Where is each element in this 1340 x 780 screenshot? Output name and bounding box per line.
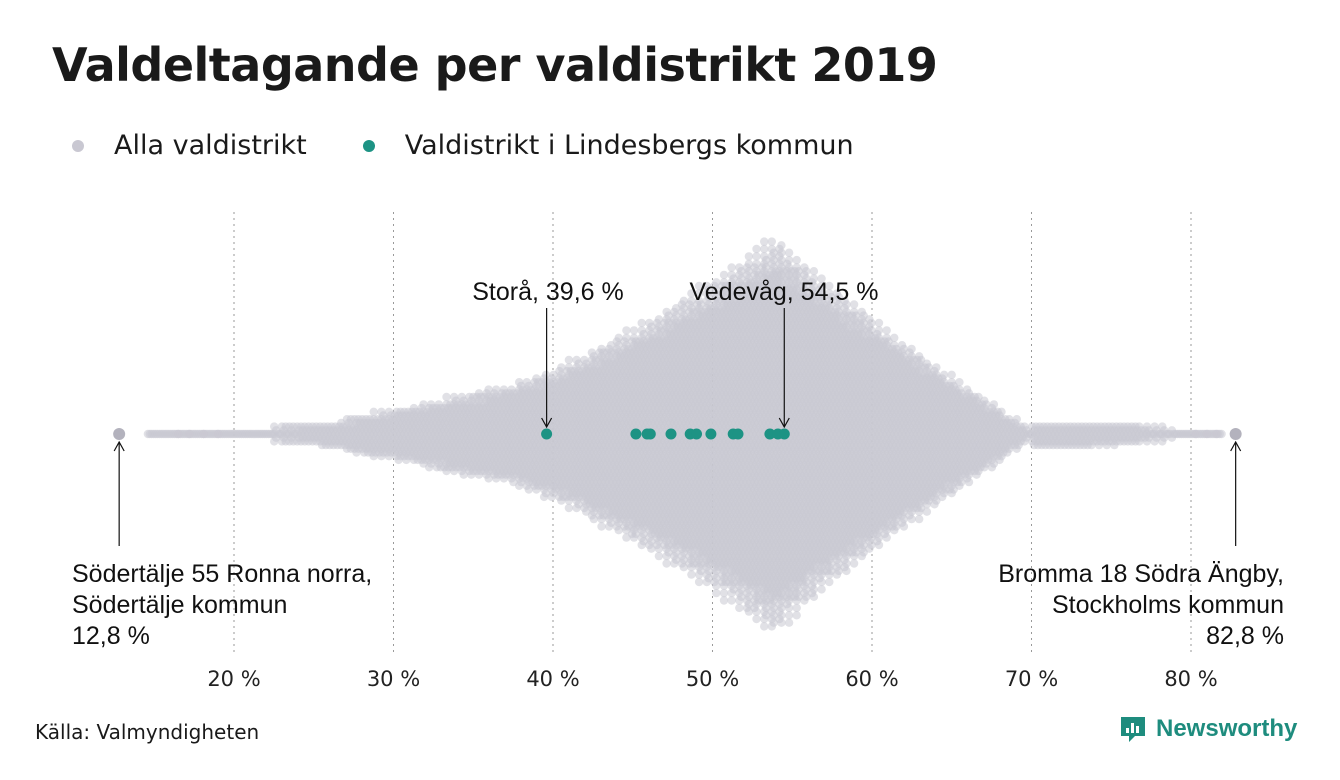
district-point	[622, 326, 631, 335]
district-point	[442, 392, 451, 402]
district-point	[760, 237, 769, 246]
district-point	[719, 588, 729, 598]
district-point	[777, 241, 786, 250]
legend: Alla valdistrikt Valdistrikt i Lindesber…	[72, 130, 910, 161]
district-point	[369, 407, 378, 416]
swarm-all-districts	[113, 237, 1242, 631]
legend-label-highlight: Valdistrikt i Lindesbergs kommun	[404, 130, 854, 161]
district-point	[727, 596, 736, 605]
legend-item-highlight: Valdistrikt i Lindesbergs kommun	[362, 130, 854, 161]
district-point	[654, 551, 664, 561]
district-point	[735, 603, 744, 613]
district-point	[727, 263, 736, 272]
district-point	[752, 252, 761, 261]
district-point	[760, 622, 769, 631]
chart-title: Valdeltagande per valdistrikt 2019	[52, 38, 938, 92]
district-point	[687, 570, 696, 579]
district-point	[694, 577, 704, 587]
legend-label-all: Alla valdistrikt	[114, 130, 307, 161]
district-point	[662, 559, 671, 568]
district-point	[767, 237, 776, 246]
district-point	[752, 607, 761, 616]
district-point	[719, 596, 729, 605]
district-point	[637, 318, 646, 328]
district-point	[752, 244, 761, 254]
beeswarm-chart: Storå, 39,6 % Vedevåg, 54,5 %Södertälje 5…	[72, 212, 1284, 691]
district-point	[712, 588, 721, 598]
district-point	[597, 522, 606, 531]
legend-swatch-all	[72, 139, 84, 152]
district-point	[564, 503, 574, 513]
district-point	[777, 248, 786, 257]
legend-item-all: Alla valdistrikt	[72, 130, 307, 161]
district-point	[564, 355, 574, 365]
district-point	[760, 244, 769, 254]
district-point	[752, 614, 761, 624]
district-point	[629, 326, 639, 335]
legend-swatch-highlight	[362, 139, 375, 152]
district-point	[744, 252, 754, 261]
